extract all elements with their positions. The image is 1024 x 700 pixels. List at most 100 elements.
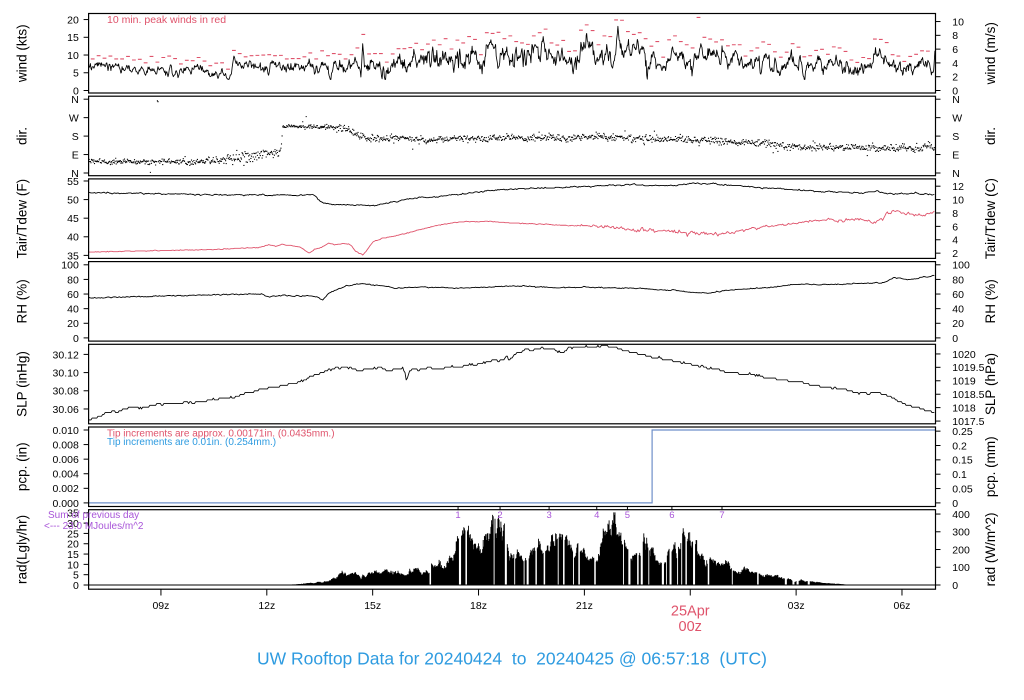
tick-label-left-rh-60: 60 <box>67 289 79 301</box>
series-wind_peak <box>90 16 930 70</box>
tick-label-left-rad-5: 5 <box>73 570 79 582</box>
tick-label-left-tair-35: 35 <box>67 250 79 262</box>
x-label-21z: 21z <box>576 600 593 612</box>
x-label-03z: 03z <box>788 600 805 612</box>
tick-label-left-dir-N: N <box>71 94 79 106</box>
tick-label-right-slp-1018.5: 1018.5 <box>952 389 984 401</box>
tick-label-left-rh-100: 100 <box>61 260 79 272</box>
tick-label-right-pcp-0.25: 0.25 <box>952 426 973 438</box>
tick-label-left-rad-30: 30 <box>67 518 79 530</box>
tick-label-right-rh-40: 40 <box>952 304 964 316</box>
tick-label-left-pcp-0.002: 0.002 <box>53 483 79 495</box>
tick-label-right-tair-12: 12 <box>952 181 964 193</box>
annotation-rad-0: Sum of previous day <box>48 510 139 521</box>
hour-mark-label-1: 1 <box>455 510 460 521</box>
hour-mark-label-3: 3 <box>546 510 551 521</box>
tick-label-left-slp-30.10: 30.10 <box>53 367 79 379</box>
tick-label-left-rh-0: 0 <box>73 333 79 345</box>
tick-label-right-rad-200: 200 <box>952 544 970 556</box>
hour-mark-label-5: 5 <box>625 510 630 521</box>
axis-title-right-pcp: pcp. (mm) <box>983 436 998 497</box>
tick-label-right-pcp-0.15: 0.15 <box>952 455 973 467</box>
x-label-09z: 09z <box>152 600 169 612</box>
hour-mark-label-4: 4 <box>594 510 599 521</box>
series-pcp <box>88 429 936 504</box>
tick-label-right-dir-N: N <box>952 94 960 106</box>
hour-mark-label-6: 6 <box>669 510 674 521</box>
tick-label-left-tair-55: 55 <box>67 176 79 188</box>
series-rh <box>88 274 935 301</box>
tick-label-left-dir-N: N <box>71 168 79 180</box>
axis-title-right-rad: rad (W/m^2) <box>983 513 998 587</box>
tick-label-left-tair-40: 40 <box>67 232 79 244</box>
axis-title-left-rh: RH (%) <box>14 279 29 323</box>
tick-label-left-wind-10: 10 <box>67 50 79 62</box>
tick-label-left-rad-0: 0 <box>73 580 79 592</box>
tick-label-left-pcp-0.008: 0.008 <box>53 439 79 451</box>
axis-title-left-wind: wind (kts) <box>14 24 29 83</box>
tick-label-right-rh-0: 0 <box>952 333 958 345</box>
tick-label-left-wind-15: 15 <box>67 32 79 44</box>
panel-slp-frame <box>87 343 937 425</box>
tick-label-right-pcp-0.2: 0.2 <box>952 440 967 452</box>
tick-label-right-wind-4: 4 <box>952 58 958 70</box>
x-label-18z: 18z <box>470 600 487 612</box>
tick-label-right-slp-1019: 1019 <box>952 376 976 388</box>
tick-label-right-rh-80: 80 <box>952 274 964 286</box>
axis-title-right-slp: SLP (hPa) <box>983 353 998 415</box>
axis-title-right-dir: dir. <box>983 127 998 145</box>
panel-rh: 0 20 40 60 80 100 0 20 40 60 80 100 RH (%) RH (%) <box>14 260 998 345</box>
series-slp <box>88 344 935 421</box>
tick-label-left-pcp-0.004: 0.004 <box>53 469 79 481</box>
tick-label-right-wind-0: 0 <box>952 85 958 97</box>
axis-title-left-dir: dir. <box>14 127 29 145</box>
tick-label-left-wind-5: 5 <box>73 68 79 80</box>
tick-label-right-tair-2: 2 <box>952 248 958 260</box>
axis-title-right-wind: wind (m/s) <box>983 22 998 85</box>
tick-label-left-rh-40: 40 <box>67 304 79 316</box>
tick-label-right-slp-1017.5: 1017.5 <box>952 416 984 428</box>
tick-label-left-wind-20: 20 <box>67 14 79 26</box>
series-tair <box>88 182 935 207</box>
tick-label-right-dir-S: S <box>952 131 959 143</box>
tick-label-right-dir-N: N <box>952 168 960 180</box>
annotation-pcp-0: Tip increments are approx. 0.00171in. (0… <box>107 428 335 439</box>
tick-label-right-wind-2: 2 <box>952 72 958 84</box>
tick-label-right-slp-1020: 1020 <box>952 349 976 361</box>
tick-label-left-tair-45: 45 <box>67 213 79 225</box>
series-wind_avg <box>88 25 936 80</box>
hour-mark-label-2: 2 <box>497 510 502 521</box>
tick-label-right-rh-100: 100 <box>952 260 970 272</box>
panel-pcp-frame <box>87 426 937 508</box>
tick-label-right-wind-10: 10 <box>952 16 964 28</box>
tick-label-left-rad-10: 10 <box>67 559 79 571</box>
tick-label-right-rad-0: 0 <box>952 580 958 592</box>
tick-label-right-rad-100: 100 <box>952 562 970 574</box>
tick-label-right-rad-300: 300 <box>952 527 970 539</box>
axis-title-left-pcp: pcp. (in) <box>14 442 29 491</box>
tick-label-left-rh-20: 20 <box>67 318 79 330</box>
tick-label-right-tair-8: 8 <box>952 208 958 220</box>
tick-label-right-pcp-0.1: 0.1 <box>952 469 967 481</box>
axis-title-left-slp: SLP (inHg) <box>14 351 29 417</box>
tick-label-left-pcp-0.000: 0.000 <box>53 498 79 510</box>
tick-label-right-rad-400: 400 <box>952 509 970 521</box>
tick-label-right-wind-6: 6 <box>952 44 958 56</box>
panel-slp: 30.0630.0830.1030.121017.510181018.51019… <box>14 343 998 428</box>
tick-label-right-tair-10: 10 <box>952 194 964 206</box>
tick-label-left-slp-30.06: 30.06 <box>53 404 79 416</box>
axis-title-right-rh: RH (%) <box>983 279 998 323</box>
x-label-15z: 15z <box>364 600 381 612</box>
tick-label-left-wind-0: 0 <box>73 85 79 97</box>
axis-title-left-rad: rad(Lgly/hr) <box>14 515 29 584</box>
axis-title-left-tair: Tair/Tdew (F) <box>14 179 29 259</box>
x-label-25Apr: 25Apr <box>671 603 710 619</box>
series-tdew <box>88 209 935 256</box>
tick-label-right-tair-4: 4 <box>952 235 958 247</box>
tick-label-left-tair-50: 50 <box>67 194 79 206</box>
tick-label-left-rad-20: 20 <box>67 539 79 551</box>
